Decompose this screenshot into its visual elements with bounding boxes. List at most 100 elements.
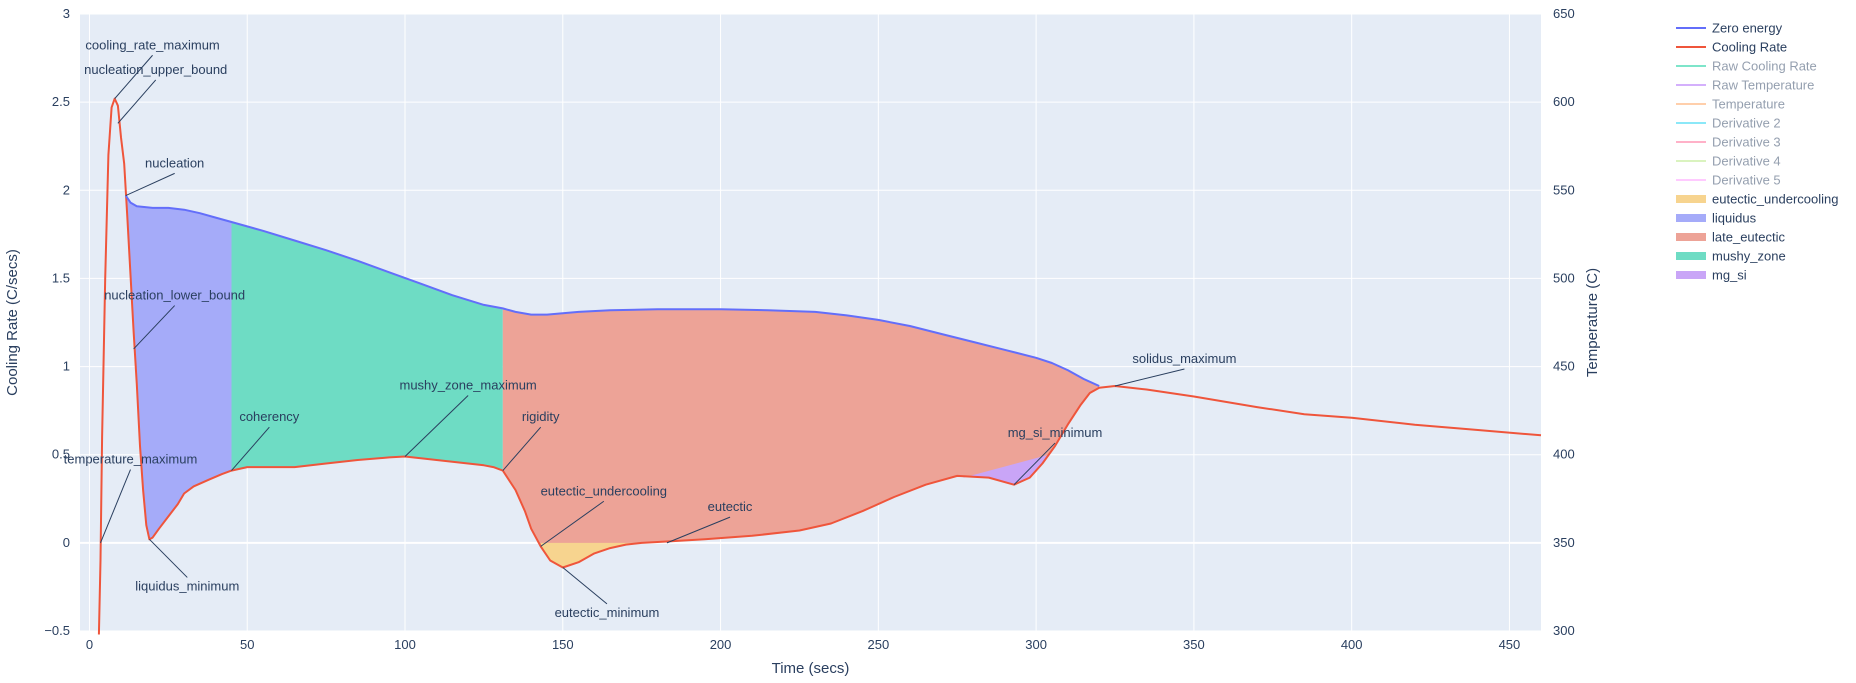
region-late-eutectic [502,308,1100,568]
y2-tick-label: 650 [1553,6,1575,21]
annotation-arrow [125,172,175,197]
legend-label: eutectic_undercooling [1712,192,1838,207]
annotation-arrow [1114,368,1185,387]
legend-label: Cooling Rate [1712,40,1787,55]
annotation-arrow [114,54,153,99]
annotation-eutectic-undercooling: eutectic_undercooling [541,483,667,498]
legend-item-derivative-4[interactable]: Derivative 4 [1676,154,1781,169]
y2-tick-label: 600 [1553,94,1575,109]
annotation-arrow [1013,442,1056,486]
x-tick-label: 450 [1499,637,1521,652]
annotation-arrow [502,426,542,471]
legend-label: liquidus [1712,211,1757,226]
annotation-temperature-maximum: temperature_maximum [64,452,198,467]
legend-item-cooling-rate[interactable]: Cooling Rate [1676,40,1787,55]
annotation-eutectic-minimum: eutectic_minimum [555,605,660,620]
legend-label: Derivative 2 [1712,116,1781,131]
y2-tick-label: 450 [1553,359,1575,374]
annotation-nucleation-upper-bound: nucleation_upper_bound [84,62,227,77]
region-eutectic-undercooling [540,542,645,568]
legend-item-eutectic-undercooling[interactable]: eutectic_undercooling [1676,192,1838,207]
legend-item-temperature[interactable]: Temperature [1676,97,1785,112]
y2-tick-label: 350 [1553,535,1575,550]
y2-tick-label: 400 [1553,447,1575,462]
x-tick-label: 100 [394,637,416,652]
y2-tick-label: 550 [1553,182,1575,197]
legend-item-derivative-5[interactable]: Derivative 5 [1676,173,1781,188]
legend-label: Raw Temperature [1712,78,1814,93]
y-axis-title: Cooling Rate (C/secs) [4,249,21,396]
y-tick-label: 3 [63,6,70,21]
legend-label: Temperature [1712,97,1785,112]
legend-item-liquidus[interactable]: liquidus [1676,211,1757,226]
annotation-cooling-rate-maximum: cooling_rate_maximum [85,37,219,52]
y-tick-label: −0.5 [44,623,70,638]
annotation-solidus-maximum: solidus_maximum [1132,351,1236,366]
legend-item-derivative-2[interactable]: Derivative 2 [1676,116,1781,131]
legend-swatch [1676,271,1706,279]
annotation-arrow [149,538,188,578]
legend-label: Derivative 4 [1712,154,1781,169]
annotation-arrow [404,395,469,457]
series-lines [97,97,1542,635]
y-tick-label: 0 [63,535,70,550]
legend-swatch [1676,252,1706,260]
legend-label: Zero energy [1712,21,1783,36]
region-mushy-zone [231,222,503,471]
legend-label: late_eutectic [1712,230,1785,245]
series-line-zero-energy [124,195,1100,387]
y2-tick-label: 300 [1553,623,1575,638]
annotation-coherency: coherency [239,409,299,424]
region-liquidus [125,190,232,540]
legend-swatch [1676,214,1706,222]
y-tick-label: 1 [63,359,70,374]
legend-item-raw-cooling-rate[interactable]: Raw Cooling Rate [1676,59,1817,74]
y2-tick-label: 500 [1553,270,1575,285]
legend-label: Raw Cooling Rate [1712,59,1817,74]
x-axis-title: Time (secs) [772,660,850,677]
annotation-mg-si-minimum: mg_si_minimum [1008,425,1103,440]
y-tick-label: 1.5 [52,270,70,285]
legend-item-derivative-3[interactable]: Derivative 3 [1676,135,1781,150]
x-tick-label: 300 [1025,637,1047,652]
annotation-arrow [117,79,157,124]
y-tick-label: 0.5 [52,447,70,462]
annotation-arrow [231,426,270,471]
shaded-regions [125,190,1100,568]
legend-swatch [1676,195,1706,203]
annotation-rigidity: rigidity [522,409,560,424]
series-line-cooling-rate [97,97,1542,635]
y-tick-label: 2.5 [52,94,70,109]
x-tick-label: 200 [710,637,732,652]
legend-item-mg-si[interactable]: mg_si [1676,268,1747,283]
annotation-arrow [540,500,605,547]
annotation-arrow [562,567,608,605]
annotation-liquidus-minimum: liquidus_minimum [135,578,239,593]
x-tick-label: 50 [240,637,254,652]
annotation-nucleation: nucleation [145,155,204,170]
annotations: cooling_rate_maximum nucleation_upper_bou… [64,37,1237,620]
y2-axis-title: Temperature (C) [1584,268,1601,377]
legend-swatch [1676,233,1706,241]
annotation-arrow [133,305,176,350]
x-tick-label: 150 [552,637,574,652]
x-tick-label: 400 [1341,637,1363,652]
x-tick-label: 350 [1183,637,1205,652]
annotation-eutectic: eutectic [708,499,753,514]
legend-label: mg_si [1712,268,1747,283]
y-tick-label: 2 [63,182,70,197]
annotation-nucleation-lower-bound: nucleation_lower_bound [104,288,245,303]
legend-label: Derivative 3 [1712,135,1781,150]
legend-item-zero-energy[interactable]: Zero energy [1676,21,1783,36]
annotation-arrow [100,469,131,544]
legend-item-late-eutectic[interactable]: late_eutectic [1676,230,1785,245]
annotation-arrow [666,516,731,544]
legend-label: Derivative 5 [1712,173,1781,188]
legend-item-mushy-zone[interactable]: mushy_zone [1676,249,1786,264]
legend-label: mushy_zone [1712,249,1786,264]
tick-labels: 0 50 100 150 200 250 300 350 400 450 −0.5 0 0.5 1 1.5 2… [44,6,1574,652]
x-tick-label: 250 [867,637,889,652]
legend-item-raw-temperature[interactable]: Raw Temperature [1676,78,1814,93]
